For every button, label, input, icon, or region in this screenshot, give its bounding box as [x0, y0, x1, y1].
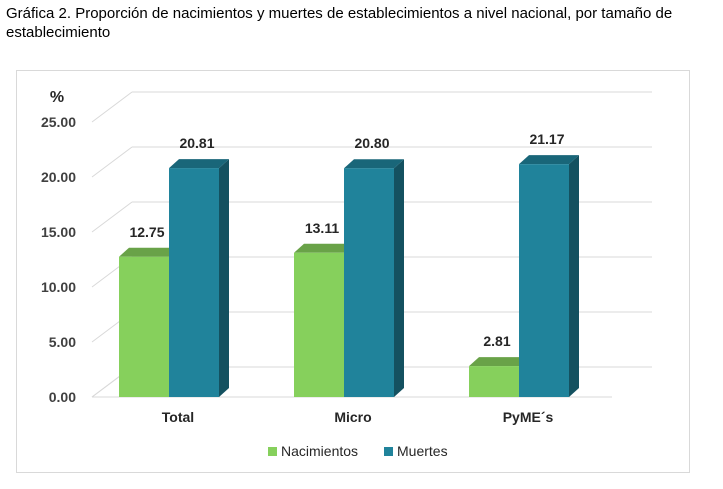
bar-top: [294, 243, 354, 253]
bar-nacimientos-0: [119, 256, 169, 397]
data-label: 2.81: [483, 333, 510, 349]
chart-caption: Gráfica 2. Proporción de nacimientos y m…: [6, 5, 673, 41]
y-tick-label: 20.00: [41, 169, 76, 185]
data-label: 21.17: [529, 131, 564, 147]
bar-nacimientos-1: [294, 252, 344, 397]
y-tick-label: 15.00: [41, 224, 76, 240]
legend: Nacimientos Muertes: [268, 443, 448, 459]
data-label: 20.80: [354, 135, 389, 151]
y-tick-label: 10.00: [41, 279, 76, 295]
y-tick-label: 5.00: [49, 334, 76, 350]
x-category-label: PyME´s: [503, 409, 554, 425]
bar-side: [219, 159, 229, 397]
bar-muertes-0: [169, 168, 219, 397]
x-category-label: Total: [162, 409, 194, 425]
chart-frame: [16, 70, 690, 473]
data-label: 13.11: [305, 220, 339, 236]
bar-top: [119, 247, 179, 257]
data-label: 12.75: [129, 224, 164, 240]
y-axis-unit: %: [50, 89, 64, 106]
bar-top: [344, 159, 404, 169]
x-category-label: Micro: [334, 409, 371, 425]
gridline-diagonal: [91, 146, 133, 178]
legend-label: Nacimientos: [281, 443, 358, 459]
data-label: 20.81: [179, 135, 214, 151]
bar-top: [469, 357, 529, 367]
bar-muertes-1: [344, 168, 394, 397]
y-tick-label: 25.00: [41, 114, 76, 130]
bars: [119, 155, 579, 397]
y-tick-label: 0.00: [49, 389, 76, 405]
bar-side: [394, 159, 404, 397]
bar-side: [569, 155, 579, 397]
legend-swatch: [268, 447, 277, 456]
legend-label: Muertes: [397, 443, 448, 459]
labels: 0.00 5.00 10.00 15.00 20.00 25.00% 12.75 20.81 T…: [41, 89, 565, 425]
bar-top: [519, 155, 579, 165]
gridline-diagonal: [91, 201, 133, 233]
bar-muertes-2: [519, 164, 569, 397]
gridline-diagonal: [91, 91, 133, 123]
bar-nacimientos-2: [469, 366, 519, 397]
bar-top: [169, 159, 229, 169]
legend-swatch: [384, 447, 393, 456]
